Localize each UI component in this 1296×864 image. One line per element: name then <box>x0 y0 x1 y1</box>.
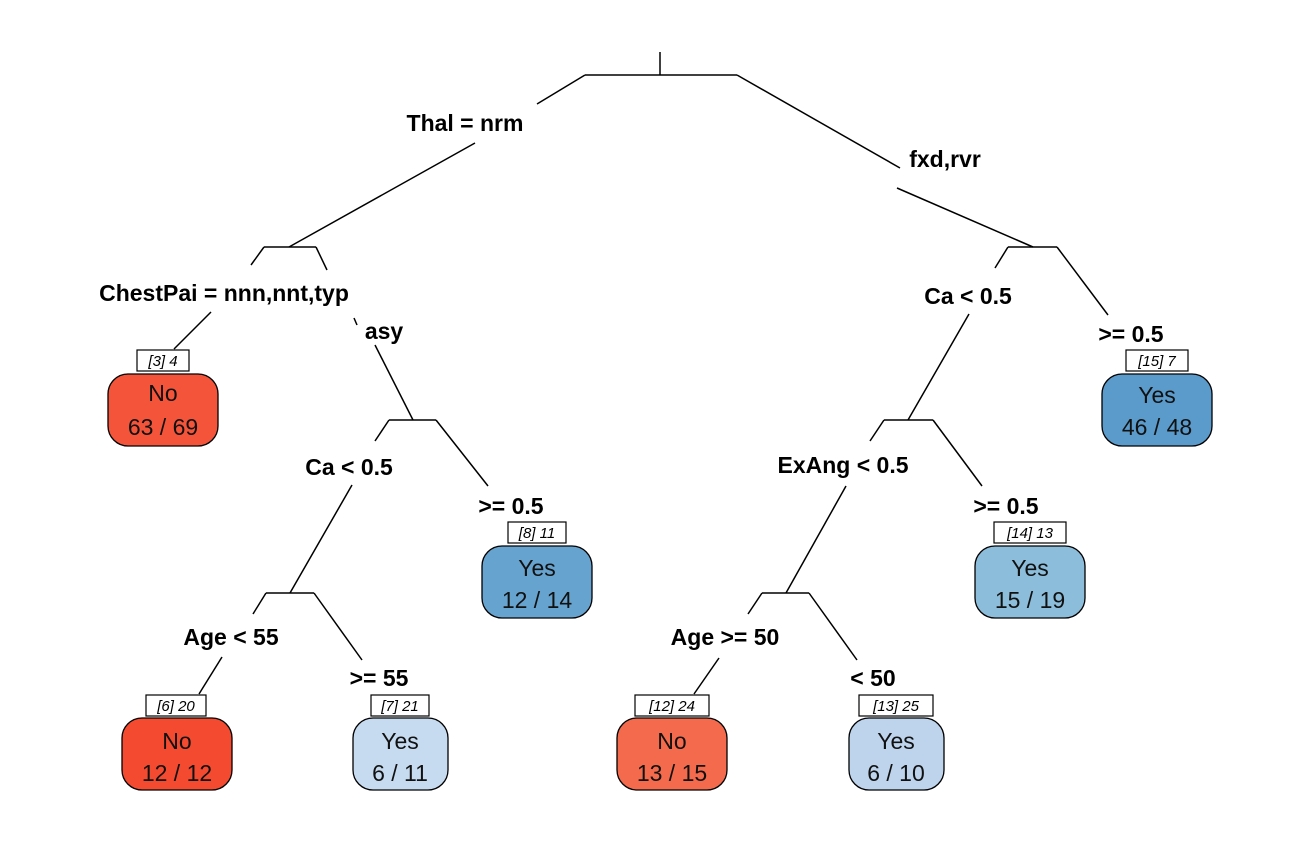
edge-age-left-left-lower <box>198 656 223 695</box>
split-chestpain: ChestPai = nnn,nnt,typ <box>99 280 349 306</box>
leaf-class: Yes <box>518 555 556 581</box>
leaf-class: Yes <box>877 728 915 754</box>
edge-age-right-left-lower <box>693 657 720 695</box>
leaf-class: No <box>148 380 177 406</box>
node-id: [13] 25 <box>872 698 920 715</box>
edge-root-left-upper <box>536 74 586 105</box>
branch-ca-right-right: >= 0.5 <box>1098 321 1163 347</box>
edge-ca-right-left-lower <box>907 313 970 421</box>
split-exang: ExAng < 0.5 <box>777 452 908 478</box>
edge-chestpain-right-a <box>353 317 358 326</box>
leaf-count: 6 / 10 <box>867 760 925 786</box>
leaf-3: [3] 4 No 63 / 69 <box>107 349 219 447</box>
edge-ca-left-right <box>435 419 489 487</box>
node-id: [14] 13 <box>1006 525 1054 542</box>
leaf-8: [8] 11 Yes 12 / 14 <box>481 521 593 619</box>
edge-chestpain-left-lower <box>173 311 212 350</box>
node-id: [8] 11 <box>518 525 555 542</box>
edge-ca-left-left-upper <box>374 419 390 442</box>
split-age-left: Age < 55 <box>183 624 278 650</box>
leaf-count: 63 / 69 <box>128 414 198 440</box>
leaf-box <box>616 717 728 791</box>
split-ca-right: Ca < 0.5 <box>924 283 1012 309</box>
leaf-count: 46 / 48 <box>1122 414 1192 440</box>
edge-age-right-right <box>808 592 858 661</box>
branch-labels: fxd,rvr asy >= 0.5 >= 55 >= 0.5 >= 0.5 <… <box>350 146 1164 691</box>
node-id: [6] 20 <box>156 698 195 715</box>
node-id: [7] 21 <box>380 698 419 715</box>
split-ca-left: Ca < 0.5 <box>305 454 393 480</box>
node-id-box <box>136 349 190 372</box>
leaf-6: [6] 20 No 12 / 12 <box>121 694 233 791</box>
leaf-class: No <box>657 728 686 754</box>
edge-ca-right-left-upper <box>994 246 1009 269</box>
edge-chestpain-left-upper <box>250 246 265 266</box>
edge-chestpain-right-upper <box>315 246 328 271</box>
leaf-13: [13] 25 Yes 6 / 10 <box>848 694 945 791</box>
branch-chestpain-right: asy <box>365 318 404 344</box>
edge-exang-left-upper <box>869 419 885 442</box>
leaf-box <box>352 717 449 791</box>
leaf-count: 12 / 14 <box>502 587 573 613</box>
split-labels: Thal = nrm ChestPai = nnn,nnt,typ Ca < 0… <box>99 110 1012 650</box>
leaf-class: Yes <box>1011 555 1049 581</box>
edge-age-right-left-upper <box>747 592 763 615</box>
edge-ca-right-right <box>1056 246 1109 316</box>
branch-age-left-right: >= 55 <box>350 665 409 691</box>
node-id-box <box>507 521 567 544</box>
leaf-7: [7] 21 Yes 6 / 11 <box>352 694 449 791</box>
node-id-box <box>858 694 934 717</box>
tree-edges <box>173 52 1109 695</box>
branch-thal-right: fxd,rvr <box>909 146 981 172</box>
leaf-box <box>1101 373 1213 447</box>
leaf-box <box>121 717 233 791</box>
node-id: [12] 24 <box>648 698 695 715</box>
leaf-15: [15] 7 Yes 46 / 48 <box>1101 349 1213 447</box>
leaf-class: No <box>162 728 191 754</box>
node-id-box <box>370 694 430 717</box>
node-id: [15] 7 <box>1137 353 1176 370</box>
leaf-count: 15 / 19 <box>995 587 1065 613</box>
node-id-box <box>1125 349 1189 372</box>
edge-exang-right <box>932 419 983 487</box>
branch-ca-left-right: >= 0.5 <box>478 493 543 519</box>
leaf-box <box>481 545 593 619</box>
leaf-count: 13 / 15 <box>637 760 707 786</box>
edge-root-left-lower <box>288 142 476 248</box>
leaf-12: [12] 24 No 13 / 15 <box>616 694 728 791</box>
leaf-box <box>107 373 219 447</box>
edge-root-right-lower <box>896 187 1034 248</box>
edge-age-left-left-upper <box>252 592 267 615</box>
edge-root-right-upper <box>736 74 901 169</box>
leaf-class: Yes <box>381 728 419 754</box>
leaf-14: [14] 13 Yes 15 / 19 <box>974 521 1086 619</box>
leaf-box <box>848 717 945 791</box>
leaf-class: Yes <box>1138 382 1176 408</box>
edge-ca-left-left-lower <box>289 484 353 594</box>
edge-chestpain-right-b <box>374 344 414 421</box>
edge-exang-left-lower <box>785 485 847 594</box>
node-id-box <box>145 694 207 717</box>
leaf-box <box>974 545 1086 619</box>
node-id: [3] 4 <box>147 353 177 370</box>
leaf-count: 12 / 12 <box>142 760 212 786</box>
leaf-count: 6 / 11 <box>372 760 428 786</box>
split-age-right: Age >= 50 <box>671 624 780 650</box>
split-thal: Thal = nrm <box>407 110 524 136</box>
branch-exang-right: >= 0.5 <box>973 493 1038 519</box>
node-id-box <box>634 694 710 717</box>
node-id-box <box>993 521 1067 544</box>
edge-age-left-right <box>313 592 363 661</box>
branch-age-right-right: < 50 <box>850 665 895 691</box>
